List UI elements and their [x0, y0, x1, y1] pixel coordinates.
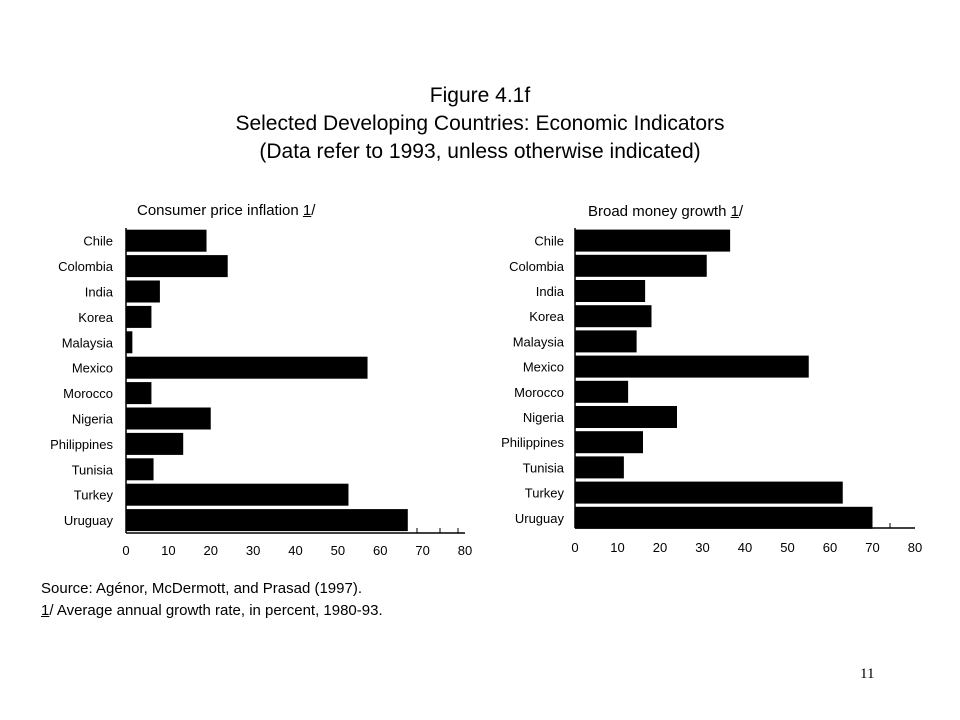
- bar-chile: [126, 229, 207, 252]
- category-label: Colombia: [58, 259, 114, 274]
- x-tick-label: 50: [331, 543, 345, 558]
- x-tick-label: 10: [610, 540, 624, 555]
- x-tick-label: 70: [415, 543, 429, 558]
- x-tick-label: 20: [653, 540, 667, 555]
- bar-mexico: [126, 356, 368, 379]
- category-label: Turkey: [525, 486, 565, 501]
- category-label: India: [85, 285, 114, 300]
- figure-title: Figure 4.1f: [429, 84, 531, 107]
- x-tick-label: 30: [695, 540, 709, 555]
- category-label: Tunisia: [72, 462, 114, 477]
- bar-nigeria: [575, 406, 677, 428]
- category-label: Uruguay: [64, 513, 114, 528]
- category-label: Philippines: [501, 435, 564, 450]
- category-label: Korea: [529, 309, 564, 324]
- category-label: Morocco: [514, 385, 564, 400]
- bar-uruguay: [126, 509, 408, 532]
- category-label: Colombia: [509, 259, 565, 274]
- bar-mexico: [575, 355, 809, 378]
- x-tick-label: 40: [288, 543, 302, 558]
- category-label: Malaysia: [62, 335, 114, 350]
- footnote-ref-suffix: /: [738, 203, 744, 220]
- bar-philippines: [575, 431, 643, 454]
- x-tick-label: 60: [823, 540, 837, 555]
- bar-nigeria: [126, 407, 211, 430]
- bar-korea: [126, 305, 152, 328]
- bar-malaysia: [126, 331, 133, 354]
- bar-india: [575, 280, 646, 302]
- footnote-text: / Average annual growth rate, in percent…: [49, 602, 383, 619]
- bar-tunisia: [126, 458, 154, 481]
- footnote-marker: 1: [41, 602, 50, 619]
- bar-colombia: [575, 254, 707, 277]
- category-label: Korea: [78, 310, 113, 325]
- bar-chile: [575, 229, 731, 252]
- bar-morocco: [126, 382, 152, 405]
- bar-uruguay: [575, 506, 873, 529]
- footnote-1: 1/ Average annual growth rate, in percen…: [41, 602, 383, 619]
- category-label: Uruguay: [515, 511, 565, 526]
- bar-turkey: [126, 483, 349, 506]
- x-tick-label: 0: [571, 540, 578, 555]
- category-label: Malaysia: [513, 334, 565, 349]
- category-label: Tunisia: [523, 460, 565, 475]
- category-label: Turkey: [74, 488, 114, 503]
- x-tick-label: 60: [373, 543, 387, 558]
- category-label: Morocco: [63, 386, 113, 401]
- x-tick-label: 80: [908, 540, 922, 555]
- category-label: Nigeria: [523, 410, 565, 425]
- footnote-ref: 1: [302, 202, 312, 219]
- category-label: Mexico: [523, 360, 564, 375]
- figure-subtitle: Selected Developing Countries: Economic …: [235, 112, 725, 135]
- x-tick-label: 20: [204, 543, 218, 558]
- footnote-ref: 1: [730, 203, 739, 220]
- x-tick-label: 0: [122, 543, 129, 558]
- bar-tunisia: [575, 456, 624, 479]
- x-tick-label: 30: [246, 543, 260, 558]
- bar-philippines: [126, 432, 184, 455]
- chart-title-money: Broad money growth 1/: [588, 203, 743, 220]
- source-note: Source: Agénor, McDermott, and Prasad (1…: [41, 580, 362, 597]
- chart-title-inflation: Consumer price inflation 1/: [137, 202, 315, 219]
- category-label: Chile: [83, 234, 113, 249]
- x-tick-label: 40: [738, 540, 752, 555]
- x-tick-label: 80: [458, 543, 472, 558]
- x-tick-label: 70: [865, 540, 879, 555]
- category-label: Philippines: [50, 437, 113, 452]
- bar-malaysia: [575, 330, 637, 353]
- category-label: Chile: [534, 234, 564, 249]
- x-tick-label: 50: [780, 540, 794, 555]
- category-label: India: [536, 284, 565, 299]
- chart-title-text: Consumer price inflation: [137, 202, 299, 219]
- figure-note: (Data refer to 1993, unless otherwise in…: [259, 140, 701, 163]
- bar-turkey: [575, 481, 843, 504]
- page-number: 11: [860, 666, 875, 682]
- footnote-ref-suffix: /: [311, 202, 316, 219]
- bar-korea: [575, 305, 652, 328]
- bar-india: [126, 280, 160, 303]
- category-label: Mexico: [72, 361, 113, 376]
- x-tick-label: 10: [161, 543, 175, 558]
- bar-colombia: [126, 255, 228, 278]
- figure-title-block: Figure 4.1f Selected Developing Countrie…: [0, 82, 960, 166]
- category-label: Nigeria: [72, 412, 114, 427]
- chart-title-text: Broad money growth: [588, 203, 727, 220]
- bar-morocco: [575, 380, 629, 403]
